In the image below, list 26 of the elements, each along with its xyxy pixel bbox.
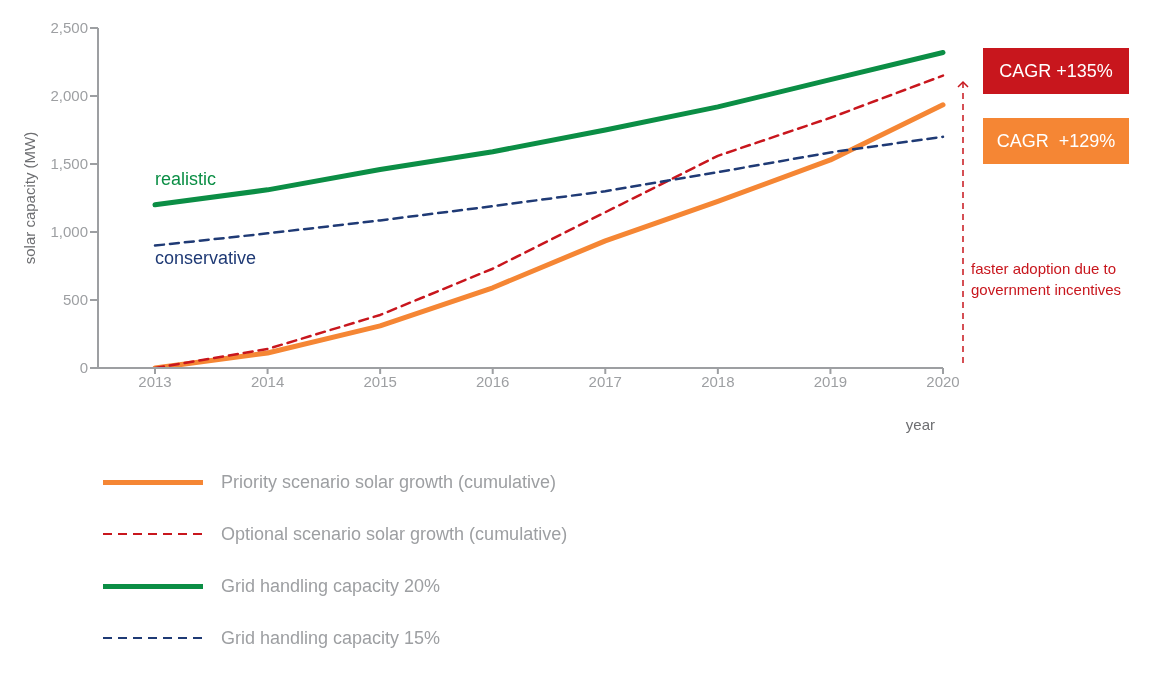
y-tick-label: 500 bbox=[62, 291, 88, 309]
legend-label: Grid handling capacity 15% bbox=[221, 627, 441, 649]
y-tick-label: 2,000 bbox=[50, 87, 88, 105]
annotation: realistic bbox=[155, 168, 217, 190]
x-tick-label: 2018 bbox=[701, 372, 735, 390]
legend-label: Priority scenario solar growth (cumulative) bbox=[221, 471, 557, 493]
x-tick-label: 2020 bbox=[926, 372, 960, 390]
y-tick-label: 1,000 bbox=[50, 223, 88, 241]
legend-label: Optional scenario solar growth (cumulative) bbox=[221, 523, 568, 545]
x-tick-label: 2017 bbox=[588, 372, 622, 390]
text: faster adoption due to government incentives bbox=[971, 259, 1123, 300]
x-axis-title: year bbox=[905, 416, 935, 433]
x-tick-label: 2014 bbox=[250, 372, 285, 390]
text: CAGR +129% bbox=[983, 118, 1129, 164]
legend-label: Grid handling capacity 20% bbox=[221, 575, 441, 597]
x-tick-label: 2019 bbox=[813, 372, 848, 390]
x-tick-label: 2015 bbox=[363, 372, 397, 390]
text: CAGR +135% bbox=[983, 48, 1129, 94]
y-tick-label: 2,500 bbox=[50, 19, 88, 37]
annotation: conservative bbox=[155, 247, 257, 269]
y-axis-title: solar capacity (MW) bbox=[21, 131, 39, 265]
y-tick-label: 1,500 bbox=[50, 155, 88, 173]
x-tick-label: 2016 bbox=[476, 372, 510, 390]
x-tick-label: 2013 bbox=[138, 372, 172, 390]
line-series bbox=[153, 135, 945, 247]
y-tick-label: 0 bbox=[79, 359, 88, 377]
